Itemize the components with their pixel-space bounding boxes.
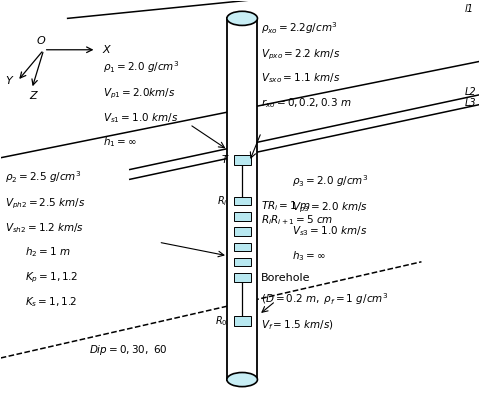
Bar: [234, 197, 251, 205]
Text: $V_{pxo} = 2.2\ km/s$: $V_{pxo} = 2.2\ km/s$: [261, 47, 341, 61]
Bar: [234, 227, 251, 236]
Text: $\rho_{xo} = 2.2g/cm^3$: $\rho_{xo} = 2.2g/cm^3$: [261, 20, 338, 36]
Text: $h_1 = \infty$: $h_1 = \infty$: [104, 136, 137, 149]
Text: $V_{p1} = 2.0 km/s$: $V_{p1} = 2.0 km/s$: [104, 87, 176, 101]
Text: L3: L3: [465, 98, 476, 108]
Bar: [234, 155, 251, 165]
Text: $R_0$: $R_0$: [215, 314, 228, 327]
Text: $\rho_2 = 2.5\ g/cm^3$: $\rho_2 = 2.5\ g/cm^3$: [5, 169, 82, 185]
Text: l1: l1: [465, 4, 473, 15]
Text: $\rho_3 = 2.0\ g/cm^3$: $\rho_3 = 2.0\ g/cm^3$: [292, 173, 369, 189]
Text: $r_{xo} = 0, 0.2, 0.3\ m$: $r_{xo} = 0, 0.2, 0.3\ m$: [261, 96, 352, 110]
Text: L2: L2: [465, 87, 476, 97]
Text: $h_2 = 1\ m$: $h_2 = 1\ m$: [24, 245, 70, 259]
Text: $V_{sh2} = 1.2\ km/s$: $V_{sh2} = 1.2\ km/s$: [5, 221, 84, 234]
Text: $V_{p3} = 2.0\ km/s$: $V_{p3} = 2.0\ km/s$: [292, 201, 368, 215]
Bar: [234, 243, 251, 251]
Text: $h_3 = \infty$: $h_3 = \infty$: [292, 249, 326, 263]
Text: $K_p = 1, 1.2$: $K_p = 1, 1.2$: [24, 271, 78, 285]
Text: $R_i R_{i+1} = 5\ cm$: $R_i R_{i+1} = 5\ cm$: [261, 214, 334, 227]
Text: $TR_i = 1\ m$: $TR_i = 1\ m$: [261, 200, 311, 214]
Text: $K_s = 1, 1.2$: $K_s = 1, 1.2$: [24, 295, 77, 309]
Text: $(D = 0.2\ m,\ \rho_f = 1\ g/cm^3$: $(D = 0.2\ m,\ \rho_f = 1\ g/cm^3$: [261, 291, 389, 307]
Ellipse shape: [227, 372, 257, 387]
Text: $V_{ph2} = 2.5\ km/s$: $V_{ph2} = 2.5\ km/s$: [5, 197, 86, 211]
Bar: [234, 212, 251, 221]
Text: Z: Z: [29, 91, 37, 101]
Text: X: X: [102, 45, 110, 55]
Text: Y: Y: [5, 76, 12, 86]
Text: $V_{sxo} = 1.1\ km/s$: $V_{sxo} = 1.1\ km/s$: [261, 72, 341, 85]
Text: $R_i$: $R_i$: [217, 194, 228, 208]
Text: $V_{s1} = 1.0\ km/s$: $V_{s1} = 1.0\ km/s$: [104, 111, 179, 125]
Bar: [234, 258, 251, 266]
Text: $Dip = 0, 30,\ 60$: $Dip = 0, 30,\ 60$: [89, 343, 168, 357]
Text: O: O: [37, 36, 46, 46]
Ellipse shape: [227, 11, 257, 26]
Text: $\rho_1 = 2.0\ g/cm^3$: $\rho_1 = 2.0\ g/cm^3$: [104, 59, 180, 75]
Bar: [227, 19, 257, 379]
Text: $V_{s3} = 1.0\ km/s$: $V_{s3} = 1.0\ km/s$: [292, 225, 368, 238]
Text: Borehole: Borehole: [261, 273, 311, 283]
Text: T: T: [222, 155, 228, 165]
Text: $V_f = 1.5\ km/s)$: $V_f = 1.5\ km/s)$: [261, 318, 334, 331]
Bar: [234, 316, 251, 325]
Bar: [234, 273, 251, 282]
